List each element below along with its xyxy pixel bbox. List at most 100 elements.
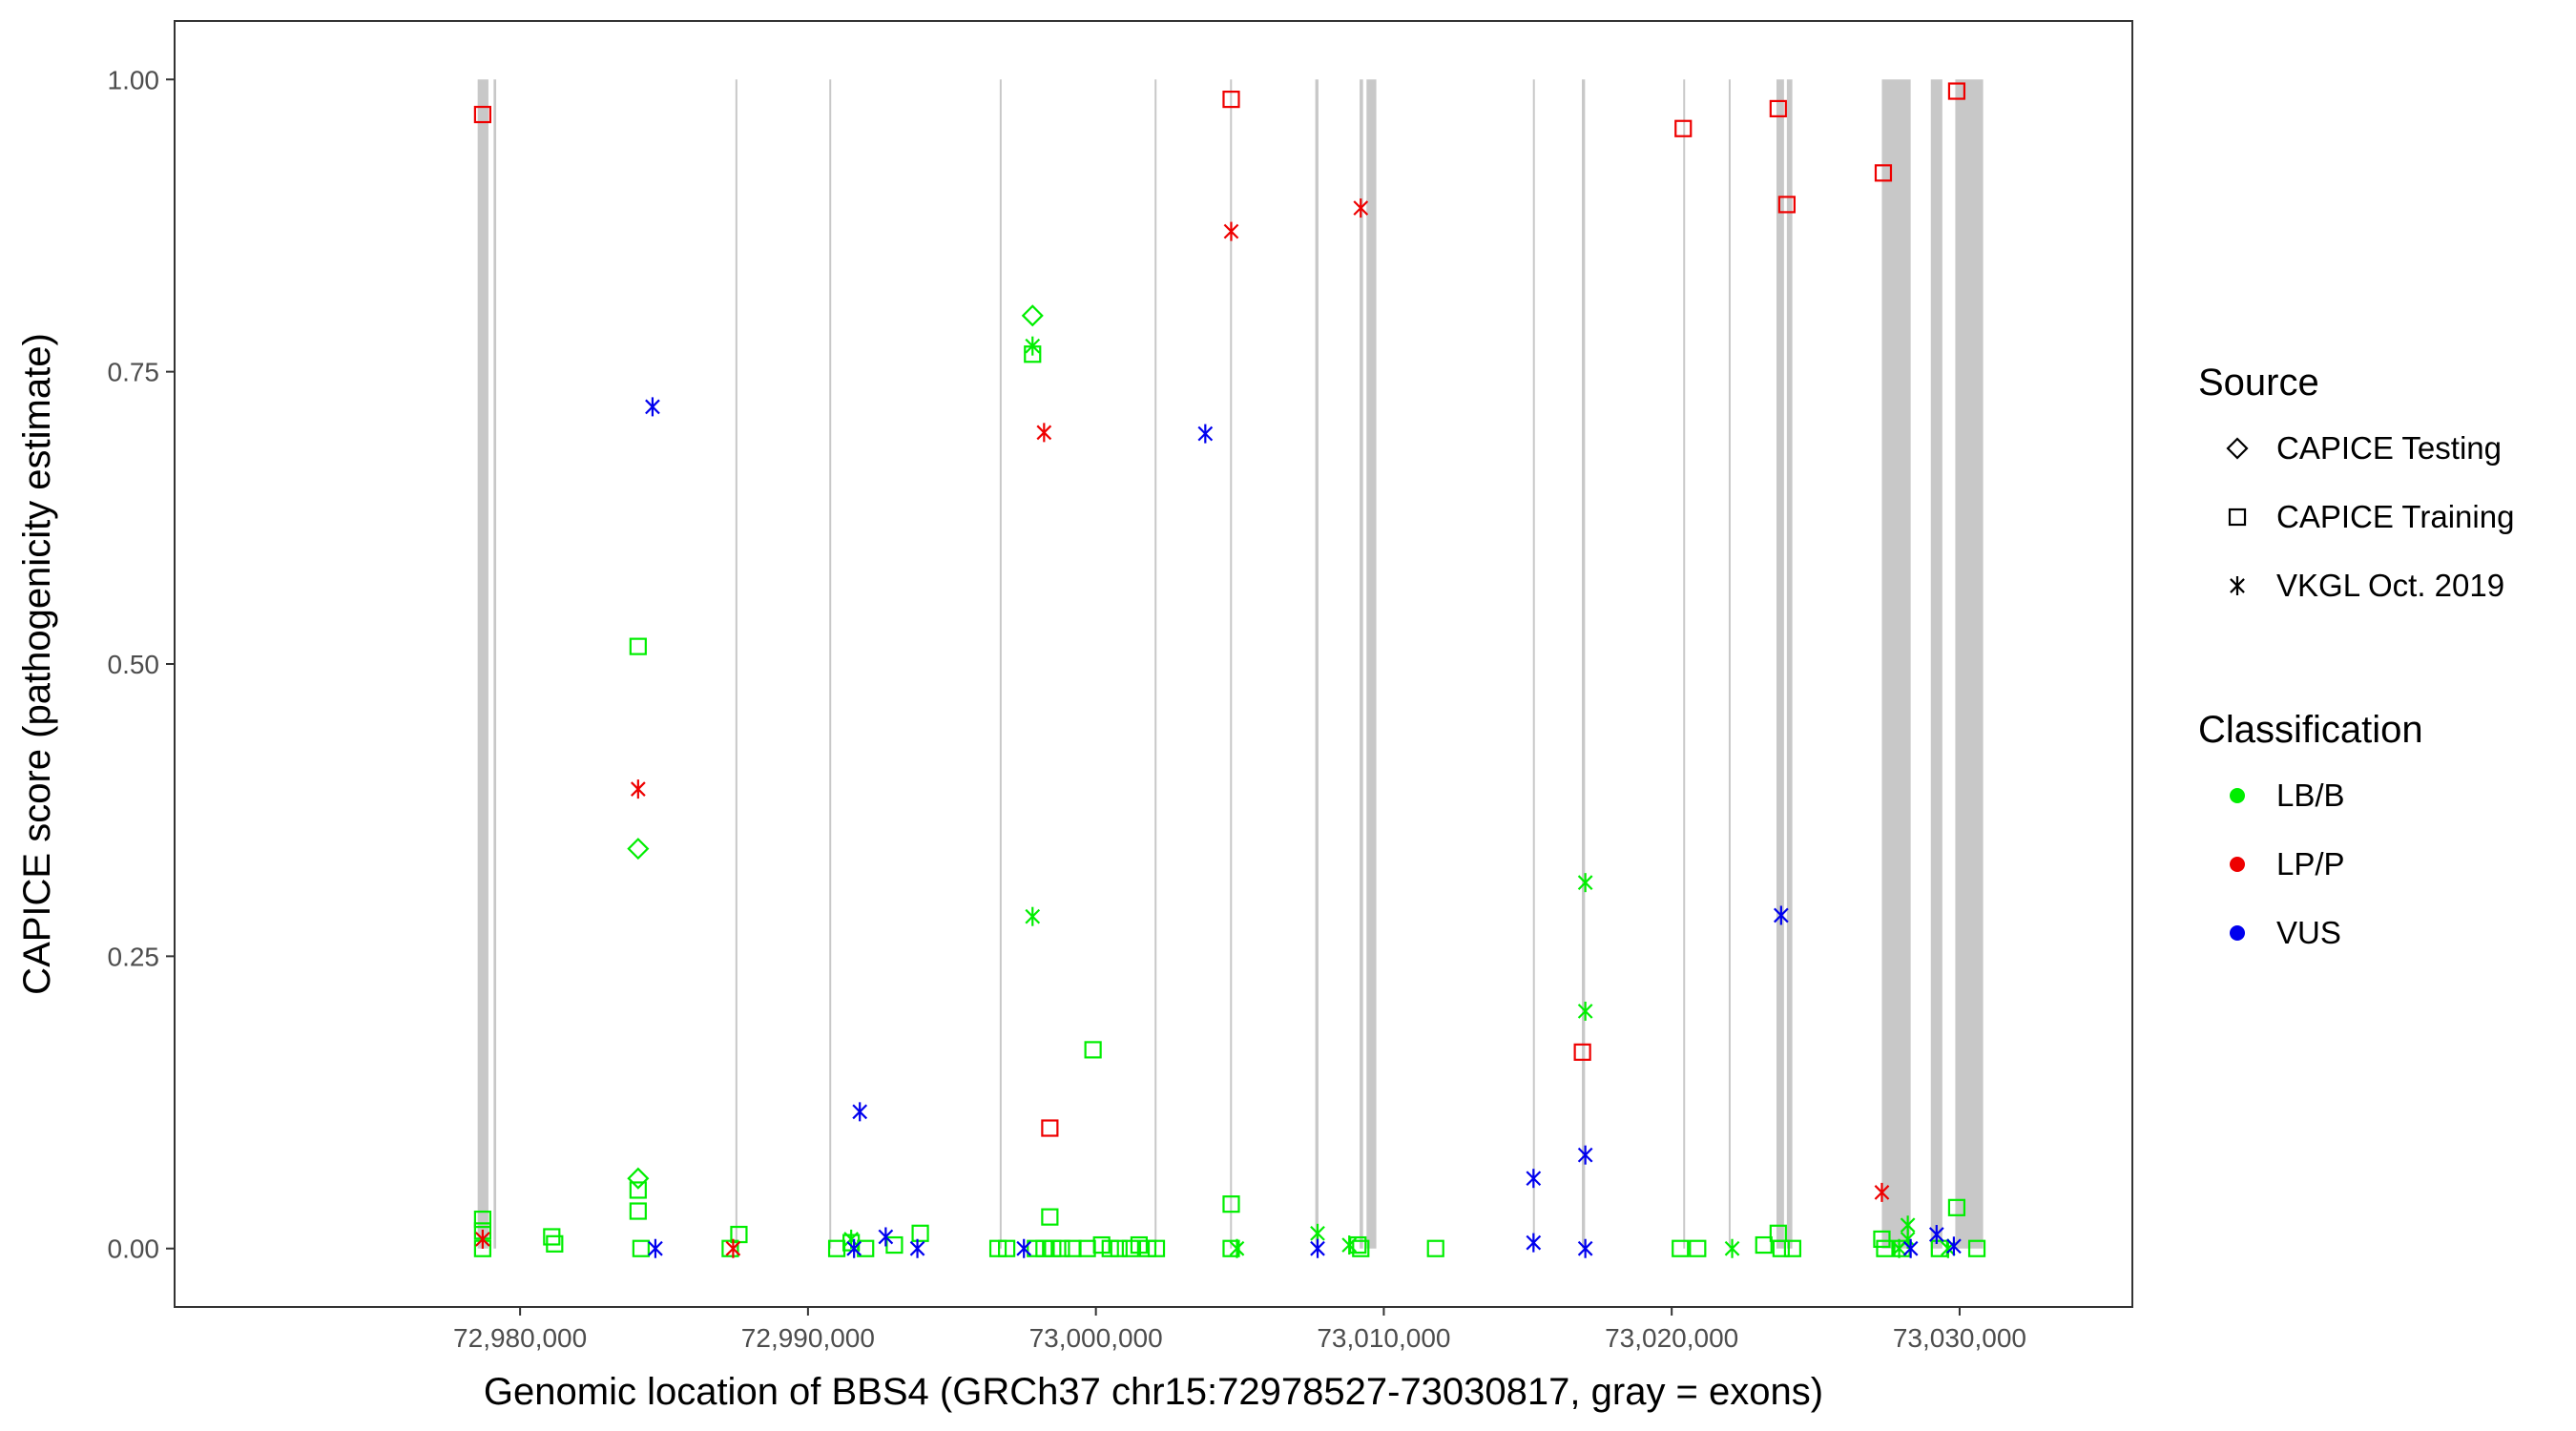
- data-point: [627, 838, 650, 861]
- data-point: [1353, 198, 1369, 218]
- data-point: [827, 1239, 846, 1257]
- legend-class-label-vus: VUS: [2276, 915, 2341, 950]
- x-tick-label: 72,980,000: [453, 1323, 587, 1353]
- data-point: [1223, 221, 1239, 241]
- data-point: [1147, 1239, 1166, 1257]
- exon-band: [1728, 79, 1731, 1249]
- legend: Source CAPICE Testing CAPICE Training VK…: [2198, 362, 2514, 950]
- data-point: [1084, 1041, 1102, 1059]
- data-point: [1078, 1239, 1096, 1257]
- data-point: [1874, 1182, 1890, 1202]
- legend-key-asterisk-icon: [2230, 576, 2245, 595]
- exon-band: [1930, 79, 1942, 1249]
- y-tick-label: 1.00: [108, 65, 160, 94]
- exon-band: [829, 79, 832, 1249]
- exon-band: [1776, 79, 1784, 1249]
- y-axis-title: CAPICE score (pathogenicity estimate): [16, 333, 58, 995]
- exon-band: [1683, 79, 1686, 1249]
- x-tick-label: 73,030,000: [1893, 1323, 2026, 1353]
- legend-source-keys: [2226, 437, 2249, 595]
- data-point: [648, 1238, 663, 1258]
- exon-band: [735, 79, 737, 1249]
- data-point: [1064, 1239, 1082, 1257]
- data-point: [1769, 99, 1787, 118]
- data-point: [1947, 1198, 1966, 1216]
- exon-band: [1532, 79, 1535, 1249]
- data-point: [1341, 1235, 1358, 1255]
- data-point: [1876, 1239, 1894, 1257]
- data-point: [473, 105, 491, 124]
- data-point: [1777, 196, 1796, 214]
- data-point: [1197, 424, 1214, 444]
- data-point: [1674, 119, 1693, 137]
- data-point: [1052, 1239, 1070, 1257]
- data-point: [846, 1238, 862, 1258]
- legend-class-label-lpp: LP/P: [2276, 846, 2345, 881]
- data-point: [1110, 1239, 1128, 1257]
- legend-key-square-icon: [2228, 508, 2247, 527]
- legend-class-title: Classification: [2198, 709, 2423, 751]
- data-point: [645, 397, 660, 417]
- data-point: [1946, 1236, 1962, 1256]
- exon-band: [477, 79, 488, 1249]
- legend-key-dot-icon: [2230, 857, 2245, 872]
- y-tick-label: 0.75: [108, 358, 160, 387]
- exon-band: [1881, 79, 1911, 1249]
- legend-class-keys: [2230, 788, 2245, 941]
- data-point: [1025, 906, 1041, 926]
- data-point: [1577, 873, 1593, 893]
- data-point: [852, 1102, 868, 1122]
- data-point: [1967, 1239, 1986, 1257]
- data-point: [1025, 336, 1041, 356]
- x-tick-label: 73,020,000: [1605, 1323, 1738, 1353]
- exon-band: [1315, 79, 1319, 1249]
- data-point: [1036, 423, 1052, 443]
- x-tick-label: 73,000,000: [1029, 1323, 1163, 1353]
- exon-band: [1955, 79, 1984, 1249]
- data-point: [1016, 1238, 1032, 1258]
- exon-band: [1154, 79, 1157, 1249]
- data-point: [546, 1234, 564, 1253]
- data-point: [878, 1227, 894, 1247]
- exon-band: [1786, 79, 1793, 1249]
- data-point: [629, 637, 647, 655]
- x-tick-label: 72,990,000: [741, 1323, 875, 1353]
- data-point: [1902, 1238, 1919, 1258]
- data-point: [725, 1238, 741, 1258]
- legend-key-dot-icon: [2230, 925, 2245, 941]
- data-point: [627, 1167, 650, 1190]
- data-points: [473, 82, 1986, 1258]
- data-point: [1772, 1239, 1790, 1257]
- data-point: [629, 1202, 647, 1220]
- data-point: [629, 1181, 647, 1199]
- data-point: [857, 1239, 875, 1257]
- x-axis-title: Genomic location of BBS4 (GRCh37 chr15:7…: [484, 1371, 1823, 1413]
- data-point: [1891, 1238, 1907, 1258]
- exon-band: [1582, 79, 1586, 1249]
- data-point: [1222, 91, 1240, 109]
- data-point: [997, 1239, 1016, 1257]
- axes: 72,980,000 72,990,000 73,000,000 73,010,000…: [108, 65, 2027, 1353]
- data-point: [1874, 164, 1893, 182]
- data-point: [1689, 1239, 1707, 1257]
- legend-key-dot-icon: [2230, 788, 2245, 803]
- y-tick-label: 0.25: [108, 942, 160, 971]
- data-point: [1672, 1239, 1690, 1257]
- data-point: [1947, 82, 1966, 100]
- legend-source-label-vkgl: VKGL Oct. 2019: [2276, 568, 2504, 603]
- data-point: [721, 1239, 739, 1257]
- exon-bands: [477, 79, 1984, 1249]
- data-point: [1783, 1239, 1802, 1257]
- data-point: [1222, 1239, 1240, 1257]
- exon-band: [1366, 79, 1377, 1249]
- data-point: [632, 1239, 650, 1257]
- legend-class-label-lbb: LB/B: [2276, 778, 2345, 813]
- exon-band: [493, 79, 497, 1249]
- panel-border: [174, 20, 2133, 1308]
- data-point: [1577, 1145, 1593, 1165]
- data-point: [475, 1229, 490, 1249]
- legend-source-label-training: CAPICE Training: [2276, 499, 2514, 534]
- data-point: [1222, 1195, 1240, 1213]
- data-point: [911, 1224, 929, 1242]
